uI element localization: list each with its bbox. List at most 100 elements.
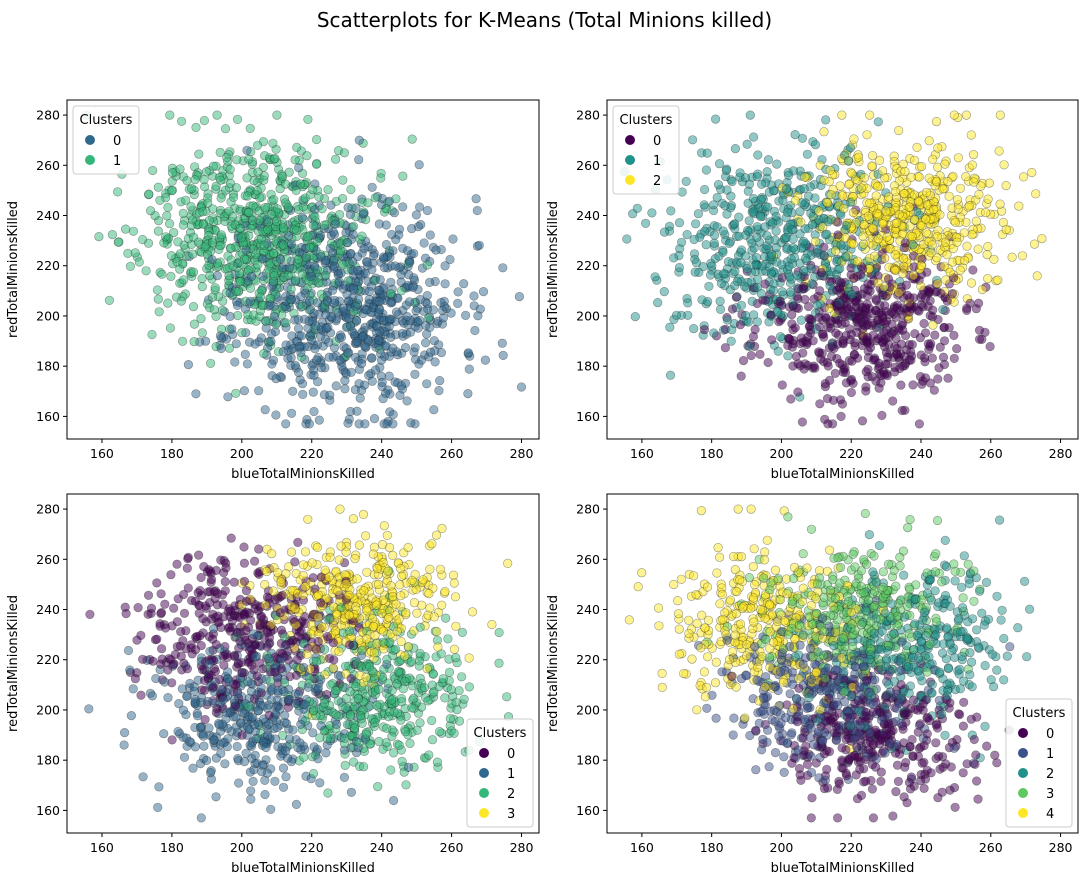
data-point-cluster-1 bbox=[272, 216, 282, 226]
data-point-cluster-1 bbox=[218, 695, 228, 705]
data-point-cluster-1 bbox=[148, 165, 158, 176]
data-point-cluster-3 bbox=[350, 553, 360, 564]
data-point-cluster-3 bbox=[403, 542, 413, 553]
data-point-cluster-1 bbox=[216, 230, 226, 240]
data-point-cluster-2 bbox=[894, 125, 904, 136]
data-point-cluster-1 bbox=[710, 114, 721, 124]
data-point-cluster-2 bbox=[927, 240, 937, 250]
data-point-cluster-2 bbox=[837, 191, 847, 201]
data-point-cluster-2 bbox=[981, 208, 991, 218]
data-point-cluster-3 bbox=[313, 612, 323, 622]
data-point-cluster-0 bbox=[818, 329, 828, 339]
data-point-cluster-1 bbox=[665, 370, 676, 380]
x-axis-label: blueTotalMinionsKilled bbox=[231, 861, 375, 876]
data-point-cluster-1 bbox=[732, 276, 742, 287]
data-point-cluster-2 bbox=[912, 142, 922, 152]
data-point-cluster-0 bbox=[264, 633, 275, 643]
data-point-cluster-0 bbox=[277, 590, 287, 600]
data-point-cluster-0 bbox=[402, 311, 412, 322]
data-point-cluster-3 bbox=[268, 586, 278, 596]
data-point-cluster-1 bbox=[756, 195, 766, 205]
data-point-cluster-3 bbox=[425, 564, 435, 574]
data-point-cluster-2 bbox=[1001, 225, 1011, 235]
data-point-cluster-0 bbox=[229, 577, 239, 587]
data-point-cluster-0 bbox=[307, 335, 317, 345]
data-point-cluster-1 bbox=[231, 712, 241, 722]
data-point-cluster-2 bbox=[928, 154, 938, 164]
data-point-cluster-0 bbox=[386, 277, 396, 287]
data-point-cluster-1 bbox=[773, 307, 783, 317]
data-point-cluster-1 bbox=[189, 232, 199, 242]
data-point-cluster-0 bbox=[206, 614, 216, 624]
data-point-cluster-0 bbox=[183, 554, 193, 564]
data-point-cluster-1 bbox=[258, 300, 268, 310]
data-point-cluster-0 bbox=[294, 367, 304, 378]
data-point-cluster-0 bbox=[381, 341, 391, 351]
data-point-cluster-1 bbox=[296, 719, 306, 729]
scatter-points bbox=[84, 504, 514, 823]
data-point-cluster-0 bbox=[426, 347, 436, 357]
data-point-cluster-1 bbox=[257, 760, 268, 770]
data-point-cluster-1 bbox=[178, 336, 188, 346]
data-point-cluster-0 bbox=[936, 288, 946, 299]
data-point-cluster-0 bbox=[143, 590, 154, 600]
data-point-cluster-2 bbox=[386, 695, 397, 705]
data-point-cluster-0 bbox=[804, 321, 814, 332]
data-point-cluster-1 bbox=[163, 692, 173, 703]
data-point-cluster-1 bbox=[161, 232, 171, 242]
data-point-cluster-0 bbox=[793, 359, 803, 369]
data-point-cluster-1 bbox=[198, 731, 208, 741]
data-point-cluster-3 bbox=[354, 540, 365, 550]
data-point-cluster-2 bbox=[966, 130, 976, 140]
data-point-cluster-0 bbox=[933, 314, 943, 325]
data-point-cluster-1 bbox=[228, 261, 238, 271]
data-point-cluster-1 bbox=[666, 206, 676, 216]
data-point-cluster-2 bbox=[419, 683, 430, 693]
data-point-cluster-0 bbox=[916, 350, 926, 360]
data-point-cluster-0 bbox=[288, 614, 298, 624]
data-point-cluster-2 bbox=[1031, 189, 1041, 199]
data-point-cluster-1 bbox=[723, 257, 734, 267]
x-axis-label: blueTotalMinionsKilled bbox=[231, 467, 375, 482]
data-point-cluster-0 bbox=[891, 312, 901, 322]
data-point-cluster-2 bbox=[352, 659, 362, 669]
data-point-cluster-0 bbox=[409, 347, 419, 357]
x-tick-label: 240 bbox=[370, 446, 394, 461]
data-point-cluster-0 bbox=[370, 365, 381, 375]
data-point-cluster-0 bbox=[375, 305, 385, 315]
x-tick-label: 260 bbox=[979, 446, 1003, 461]
data-point-cluster-3 bbox=[334, 646, 344, 657]
data-point-cluster-3 bbox=[396, 591, 406, 601]
data-point-cluster-1 bbox=[389, 795, 399, 806]
data-point-cluster-2 bbox=[916, 161, 927, 172]
data-point-cluster-1 bbox=[200, 242, 210, 252]
data-point-cluster-0 bbox=[876, 371, 886, 381]
data-point-cluster-2 bbox=[858, 231, 868, 241]
data-point-cluster-1 bbox=[176, 296, 186, 306]
data-point-cluster-1 bbox=[291, 185, 301, 195]
data-point-cluster-2 bbox=[308, 768, 319, 779]
data-point-cluster-3 bbox=[386, 581, 396, 591]
data-point-cluster-0 bbox=[925, 311, 935, 321]
data-point-cluster-0 bbox=[276, 663, 286, 674]
data-point-cluster-0 bbox=[292, 655, 302, 665]
data-point-cluster-0 bbox=[784, 333, 794, 344]
data-point-cluster-2 bbox=[438, 674, 448, 684]
data-point-cluster-3 bbox=[400, 651, 410, 661]
data-point-cluster-0 bbox=[438, 305, 448, 316]
data-point-cluster-2 bbox=[400, 727, 411, 737]
data-point-cluster-3 bbox=[303, 514, 313, 524]
data-point-cluster-1 bbox=[299, 662, 309, 673]
data-point-cluster-0 bbox=[411, 210, 422, 220]
data-point-cluster-1 bbox=[321, 748, 331, 758]
data-point-cluster-3 bbox=[260, 579, 270, 590]
y-tick-label: 200 bbox=[36, 308, 60, 323]
data-point-cluster-1 bbox=[128, 684, 138, 694]
data-point-cluster-1 bbox=[220, 124, 231, 134]
data-point-cluster-2 bbox=[995, 199, 1005, 209]
data-point-cluster-1 bbox=[138, 772, 148, 782]
data-point-cluster-1 bbox=[275, 184, 285, 194]
data-point-cluster-2 bbox=[394, 740, 404, 750]
data-point-cluster-2 bbox=[879, 282, 889, 292]
data-point-cluster-1 bbox=[179, 752, 190, 762]
